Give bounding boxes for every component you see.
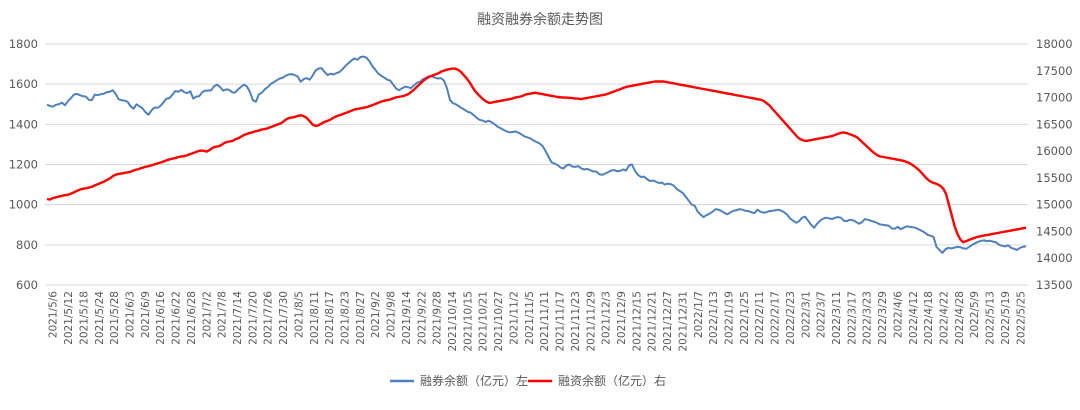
x-tick-label: 2021/10/15	[462, 291, 474, 352]
chart-title: 融资融券余额走势图	[477, 11, 603, 28]
x-tick-label: 2021/5/6	[48, 291, 60, 338]
x-tick-label: 2021/6/9	[140, 291, 152, 338]
x-tick-label: 2021/5/28	[109, 291, 121, 345]
x-axis: 2021/5/6 2021/5/12 2021/5/18 2021/5/24 2021/…	[48, 291, 1028, 352]
x-tick-label: 2021/7/8	[217, 291, 229, 338]
x-tick-label: 2022/1/19	[723, 291, 735, 345]
x-tick-label: 2021/7/30	[278, 291, 290, 345]
y-right-tick-label: 16000	[1036, 144, 1073, 158]
x-tick-label: 2021/12/3	[601, 291, 613, 345]
x-tick-label: 2022/3/11	[831, 291, 843, 345]
x-tick-label: 2022/5/9	[969, 291, 981, 338]
x-tick-label: 2022/3/7	[816, 291, 828, 338]
x-tick-label: 2021/5/12	[63, 291, 75, 345]
x-tick-label: 2021/12/15	[631, 291, 643, 352]
x-tick-label: 2022/1/25	[739, 291, 751, 345]
x-tick-label: 2021/6/16	[155, 291, 167, 345]
y-right-tick-label: 13500	[1036, 278, 1073, 292]
x-tick-label: 2021/8/27	[355, 291, 367, 345]
x-tick-label: 2022/2/11	[754, 291, 766, 345]
x-tick-label: 2022/5/13	[985, 291, 997, 345]
x-tick-label: 2022/2/23	[785, 291, 797, 345]
x-tick-label: 2021/5/24	[94, 291, 106, 345]
x-tick-label: 2021/8/11	[309, 291, 321, 345]
x-tick-label: 2021/7/14	[232, 291, 244, 345]
y-left-tick-label: 1600	[9, 77, 38, 91]
y-left-tick-label: 600	[16, 278, 38, 292]
x-tick-label: 2021/6/3	[124, 291, 136, 338]
x-tick-label: 2021/12/31	[677, 291, 689, 352]
x-tick-label: 2022/3/23	[862, 291, 874, 345]
x-tick-label: 2021/8/23	[340, 291, 352, 345]
x-tick-label: 2021/12/9	[616, 291, 628, 345]
y-axis-right: 13500 14000 14500 15000 15500 16000 16500 17000…	[1036, 37, 1073, 292]
x-tick-label: 2021/10/21	[478, 291, 490, 352]
legend-label-series-2: 融资余额（亿元）右	[558, 373, 666, 388]
x-tick-label: 2022/4/18	[923, 291, 935, 345]
x-tick-label: 2022/3/17	[846, 291, 858, 345]
x-tick-label: 2022/4/28	[954, 291, 966, 345]
y-left-tick-label: 1800	[9, 37, 38, 51]
y-left-tick-label: 1200	[9, 158, 38, 172]
legend-label-series-1: 融券余额（亿元）左	[420, 373, 528, 388]
legend: 融券余额（亿元）左 融资余额（亿元）右	[390, 373, 666, 388]
y-axis-left: 600 800 1000 1200 1400 1600 1800	[9, 37, 38, 292]
y-right-tick-label: 14500	[1036, 224, 1073, 238]
x-tick-label: 2022/4/12	[908, 291, 920, 345]
series-line-2	[46, 67, 1027, 244]
x-tick-label: 2021/11/5	[524, 291, 536, 345]
x-tick-label: 2021/8/5	[293, 291, 305, 338]
x-tick-label: 2021/6/28	[186, 291, 198, 345]
x-tick-label: 2022/4/6	[892, 291, 904, 338]
x-tick-label: 2021/11/17	[555, 291, 567, 352]
x-tick-label: 2021/11/29	[585, 291, 597, 352]
x-tick-label: 2022/3/29	[877, 291, 889, 345]
y-right-tick-label: 15500	[1036, 171, 1073, 185]
y-right-tick-label: 14000	[1036, 251, 1073, 265]
x-tick-label: 2022/5/19	[1000, 291, 1012, 345]
x-tick-label: 2021/9/28	[432, 291, 444, 345]
x-tick-label: 2021/9/2	[370, 291, 382, 338]
y-right-tick-label: 18000	[1036, 37, 1073, 51]
x-tick-label: 2022/1/7	[693, 291, 705, 338]
x-tick-label: 2021/5/18	[78, 291, 90, 345]
x-tick-label: 2022/3/1	[800, 291, 812, 338]
x-tick-label: 2021/7/2	[201, 291, 213, 338]
x-tick-label: 2021/6/22	[171, 291, 183, 345]
x-tick-label: 2021/7/26	[263, 291, 275, 345]
x-tick-label: 2022/1/13	[708, 291, 720, 345]
x-tick-label: 2021/9/22	[416, 291, 428, 345]
y-right-tick-label: 16500	[1036, 117, 1073, 131]
y-right-tick-label: 15000	[1036, 198, 1073, 212]
x-tick-label: 2021/11/2	[508, 291, 520, 345]
x-tick-label: 2022/5/25	[1015, 291, 1027, 345]
x-tick-label: 2021/8/17	[324, 291, 336, 345]
series-line-1	[46, 55, 1027, 254]
x-tick-label: 2021/9/8	[386, 291, 398, 338]
x-tick-label: 2021/11/23	[570, 291, 582, 352]
y-left-tick-label: 800	[16, 238, 38, 252]
y-left-tick-label: 1000	[9, 198, 38, 212]
x-tick-label: 2021/11/11	[539, 291, 551, 352]
y-left-tick-label: 1400	[9, 117, 38, 131]
x-tick-label: 2021/12/21	[647, 291, 659, 352]
y-right-tick-label: 17000	[1036, 91, 1073, 105]
y-right-tick-label: 17500	[1036, 64, 1073, 78]
x-tick-label: 2021/12/27	[662, 291, 674, 352]
x-tick-label: 2021/9/14	[401, 291, 413, 345]
series-lines	[46, 55, 1027, 254]
x-tick-label: 2022/4/22	[939, 291, 951, 345]
x-tick-label: 2021/10/27	[493, 291, 505, 352]
x-tick-label: 2021/7/20	[247, 291, 259, 345]
x-tick-label: 2021/10/14	[447, 291, 459, 352]
gridlines	[45, 43, 1028, 286]
x-tick-label: 2022/2/17	[770, 291, 782, 345]
